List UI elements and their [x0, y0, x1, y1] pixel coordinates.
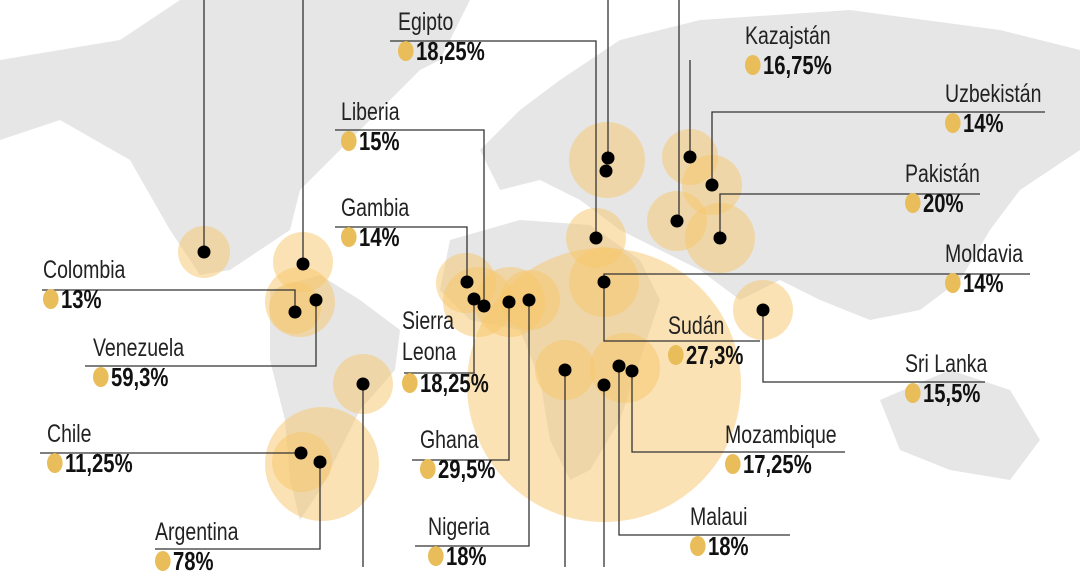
circle-marker-icon [420, 459, 436, 479]
country-name: Kazajstán [745, 22, 831, 50]
country-name: Moldavia [945, 240, 1024, 268]
country-value: 78% [155, 546, 238, 576]
value-text: 18% [707, 531, 749, 561]
circle-marker-icon [905, 193, 921, 213]
country-label: Ghana 29,5% [420, 426, 495, 484]
country-value: 14% [341, 222, 409, 252]
europe-asia [480, 10, 1080, 320]
country-name: Uzbekistán [945, 80, 1042, 108]
country-label: Mozambique 17,25% [725, 421, 837, 479]
circle-marker-icon [43, 289, 59, 309]
country-value: 27,3% [668, 340, 743, 370]
circle-marker-icon [428, 546, 444, 566]
country-value: 59,3% [93, 362, 184, 392]
value-text: 11,25% [64, 448, 133, 478]
country-name: Liberia [341, 98, 400, 126]
country-label: Liberia 15% [341, 98, 400, 156]
country-name: Mozambique [725, 421, 837, 449]
country-name: Sri Lanka [905, 350, 988, 378]
circle-marker-icon [945, 273, 961, 293]
value-text: 59,3% [110, 362, 169, 392]
bubble [272, 432, 332, 492]
circle-marker-icon [398, 41, 414, 61]
country-label: Malaui 18% [690, 503, 749, 561]
value-text: 14% [962, 268, 1004, 298]
value-text: 14% [358, 222, 400, 252]
country-name: Colombia [43, 256, 126, 284]
country-label: Uzbekistán 14% [945, 80, 1041, 138]
country-label: Chile 11,25% [47, 420, 133, 478]
circle-marker-icon [47, 453, 63, 473]
value-text: 15% [358, 126, 400, 156]
country-label: Sudán 27,3% [668, 312, 743, 370]
leader-lines [40, 0, 1045, 567]
country-label: Pakistán 20% [905, 160, 980, 218]
value-text: 13% [60, 284, 102, 314]
country-value: 15,5% [905, 378, 987, 408]
country-name: Egipto [398, 8, 454, 36]
circle-marker-icon [725, 454, 741, 474]
value-text: 14% [962, 108, 1004, 138]
circle-marker-icon [155, 551, 171, 571]
value-text: 17,25% [742, 449, 812, 479]
country-value: 17,25% [725, 449, 837, 479]
country-value: 16,75% [745, 50, 832, 80]
circle-marker-icon [690, 536, 706, 556]
value-text: 15,5% [922, 378, 981, 408]
country-value: 14% [945, 268, 1023, 298]
circle-marker-icon [905, 383, 921, 403]
country-name: Argentina [155, 518, 239, 546]
country-name: Sudán [668, 312, 725, 340]
greenland [300, 0, 470, 90]
bubbles [178, 122, 793, 522]
circle-marker-icon [93, 367, 109, 387]
country-label: Sierra Leona 18,25% [402, 306, 489, 398]
circle-marker-icon [402, 373, 418, 393]
country-label: Argentina 78% [155, 518, 238, 576]
country-name: Sierra Leona [402, 307, 457, 366]
country-value: 13% [43, 284, 125, 314]
country-value: 14% [945, 108, 1041, 138]
country-value: 20% [905, 188, 980, 218]
country-name: Nigeria [428, 513, 490, 541]
country-label: Egipto 18,25% [398, 8, 485, 66]
circle-marker-icon [341, 131, 357, 151]
circle-marker-icon [745, 55, 761, 75]
circle-marker-icon [668, 345, 684, 365]
country-label: Kazajstán 16,75% [745, 22, 832, 80]
country-label: Moldavia 14% [945, 240, 1023, 298]
country-value: 29,5% [420, 454, 495, 484]
value-text: 18,25% [415, 36, 485, 66]
country-value: 11,25% [47, 448, 133, 478]
country-value: 15% [341, 126, 400, 156]
australia [880, 370, 1040, 480]
value-text: 16,75% [762, 50, 832, 80]
country-name: Venezuela [93, 334, 185, 362]
country-name: Malaui [690, 503, 748, 531]
value-text: 18,25% [419, 368, 489, 398]
circle-marker-icon [945, 113, 961, 133]
country-label: Nigeria 18% [428, 513, 490, 571]
country-label: Gambia 14% [341, 194, 409, 252]
country-name: Ghana [420, 426, 479, 454]
value-text: 29,5% [437, 454, 496, 484]
country-value: 18% [690, 531, 749, 561]
value-text: 78% [172, 546, 214, 576]
country-name: Pakistán [905, 160, 980, 188]
circle-marker-icon [341, 227, 357, 247]
country-value: 18,25% [402, 368, 489, 398]
location-dots [197, 150, 770, 469]
country-value: 18% [428, 541, 490, 571]
country-value: 18,25% [398, 36, 485, 66]
country-label: Colombia 13% [43, 256, 125, 314]
value-text: 18% [445, 541, 487, 571]
country-label: Sri Lanka 15,5% [905, 350, 987, 408]
country-name: Chile [47, 420, 92, 448]
country-name: Gambia [341, 194, 410, 222]
north-america [0, 0, 430, 275]
country-label: Venezuela 59,3% [93, 334, 184, 392]
value-text: 27,3% [685, 340, 744, 370]
value-text: 20% [922, 188, 964, 218]
